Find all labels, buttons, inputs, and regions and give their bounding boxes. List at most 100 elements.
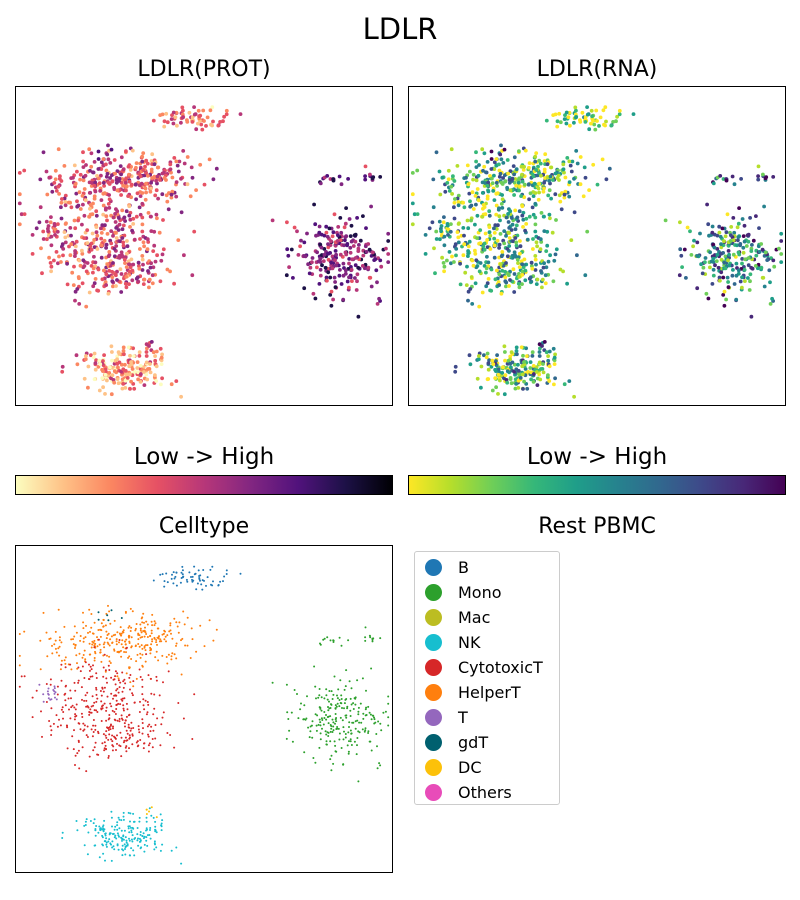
celltype-point bbox=[83, 649, 86, 652]
celltype-point bbox=[340, 694, 343, 697]
rna-point bbox=[445, 181, 450, 185]
prot-point bbox=[97, 176, 101, 181]
prot-point bbox=[110, 173, 114, 177]
rna-point bbox=[700, 271, 705, 276]
rna-point bbox=[557, 193, 562, 198]
prot-point bbox=[89, 353, 93, 358]
prot-point bbox=[121, 240, 126, 245]
celltype-point bbox=[47, 697, 50, 700]
prot-point bbox=[81, 159, 85, 164]
celltype-point bbox=[124, 640, 127, 643]
celltype-point bbox=[141, 732, 144, 735]
prot-point bbox=[103, 392, 107, 396]
celltype-point bbox=[145, 813, 148, 815]
rna-point bbox=[480, 290, 485, 295]
prot-point bbox=[122, 215, 127, 220]
celltype-point bbox=[85, 818, 88, 821]
prot-point bbox=[81, 178, 86, 183]
celltype-point bbox=[120, 655, 123, 658]
rna-point bbox=[415, 212, 420, 216]
prot-point bbox=[169, 192, 174, 197]
rna-point bbox=[736, 250, 741, 255]
celltype-point bbox=[66, 726, 69, 729]
celltype-point bbox=[53, 643, 56, 646]
prot-point bbox=[341, 297, 346, 302]
celltype-point bbox=[87, 706, 90, 709]
rna-point bbox=[568, 163, 573, 168]
celltype-point bbox=[127, 827, 130, 830]
prot-point bbox=[341, 261, 346, 266]
prot-point bbox=[196, 108, 201, 113]
celltype-point bbox=[128, 825, 131, 828]
celltype-point bbox=[162, 711, 165, 714]
celltype-point bbox=[75, 654, 78, 657]
celltype-point bbox=[23, 675, 26, 678]
celltype-point bbox=[94, 724, 97, 727]
celltype-point bbox=[323, 697, 326, 700]
rna-point bbox=[508, 209, 513, 214]
prot-point bbox=[37, 220, 42, 225]
prot-point bbox=[328, 275, 333, 280]
celltype-point bbox=[203, 645, 206, 648]
celltype-point bbox=[118, 720, 121, 723]
rna-point bbox=[564, 110, 569, 115]
rna-point bbox=[595, 182, 600, 187]
rna-point bbox=[492, 243, 497, 248]
celltype-point bbox=[95, 672, 98, 675]
rna-point bbox=[554, 218, 558, 222]
prot-point bbox=[121, 382, 126, 386]
rna-point bbox=[710, 224, 715, 229]
prot-point bbox=[30, 252, 35, 256]
prot-point bbox=[102, 184, 106, 188]
celltype-point bbox=[98, 643, 101, 646]
rna-point bbox=[474, 265, 479, 270]
rna-point bbox=[521, 217, 526, 222]
celltype-point bbox=[123, 697, 126, 700]
celltype-point bbox=[113, 648, 116, 651]
prot-point bbox=[140, 268, 145, 272]
celltype-point bbox=[91, 632, 94, 635]
celltype-point bbox=[92, 724, 95, 727]
celltype-point bbox=[202, 569, 205, 571]
prot-point bbox=[143, 197, 148, 202]
prot-point bbox=[113, 272, 117, 276]
prot-point bbox=[89, 264, 94, 268]
prot-point bbox=[147, 277, 152, 282]
celltype-point bbox=[97, 732, 100, 735]
prot-point bbox=[199, 122, 204, 127]
legend-label: B bbox=[458, 557, 469, 577]
celltype-point bbox=[344, 698, 347, 701]
rna-point bbox=[513, 227, 518, 232]
celltype-point bbox=[353, 740, 356, 743]
rna-point bbox=[552, 258, 557, 263]
legend-marker bbox=[425, 633, 442, 651]
prot-point bbox=[68, 226, 73, 230]
rna-point bbox=[500, 182, 505, 186]
prot-point bbox=[124, 176, 129, 181]
rna-point bbox=[544, 249, 549, 254]
prot-point bbox=[91, 270, 95, 275]
rna-point bbox=[520, 282, 524, 286]
rna-point bbox=[526, 182, 531, 187]
prot-point bbox=[302, 254, 306, 258]
prot-point bbox=[155, 216, 159, 221]
celltype-point bbox=[239, 572, 242, 575]
rna-point bbox=[471, 172, 476, 177]
prot-point bbox=[135, 191, 140, 196]
celltype-point bbox=[122, 707, 125, 710]
prot-point bbox=[165, 267, 170, 272]
celltype-point bbox=[109, 622, 112, 625]
rna-point bbox=[410, 192, 415, 197]
celltype-point bbox=[131, 733, 134, 736]
rna-point bbox=[510, 216, 514, 220]
celltype-point bbox=[118, 641, 120, 644]
rna-point bbox=[510, 360, 515, 365]
celltype-point bbox=[225, 569, 228, 572]
prot-point bbox=[153, 358, 158, 363]
prot-point bbox=[358, 238, 363, 243]
prot-point bbox=[102, 191, 107, 196]
celltype-point bbox=[206, 576, 209, 579]
prot-point bbox=[131, 222, 136, 226]
prot-point bbox=[123, 362, 127, 367]
rna-point bbox=[476, 357, 481, 362]
